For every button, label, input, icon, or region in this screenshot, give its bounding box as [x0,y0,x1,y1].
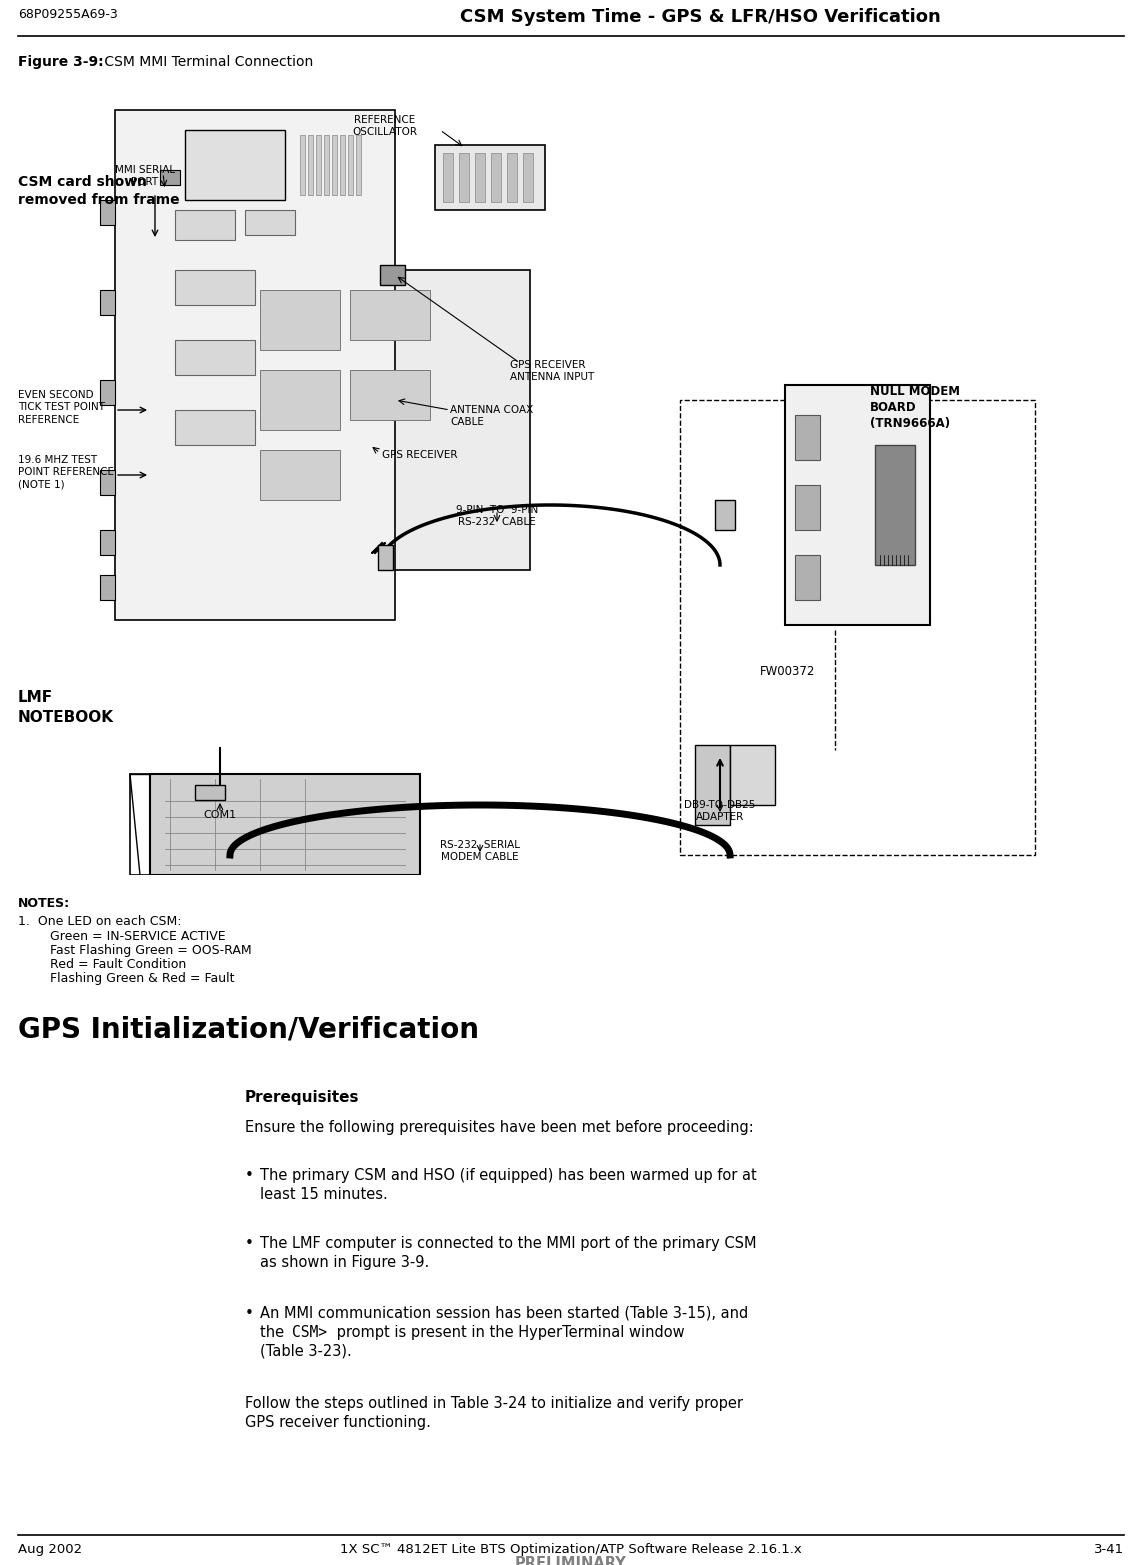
Bar [175,210,235,239]
Text: Flashing Green & Red = Fault: Flashing Green & Red = Fault [18,972,234,984]
Bar [795,485,820,531]
Text: 1.  One LED on each CSM:: 1. One LED on each CSM: [18,916,182,928]
Text: GPS RECEIVER
ANTENNA INPUT: GPS RECEIVER ANTENNA INPUT [510,360,594,382]
Text: least 15 minutes.: least 15 minutes. [260,1186,388,1202]
Text: An MMI communication session has been started (Table 3-15), and: An MMI communication session has been st… [260,1307,748,1321]
Text: 68P09255A69-3: 68P09255A69-3 [18,8,118,20]
Text: CSM System Time - GPS & LFR/HSO Verification: CSM System Time - GPS & LFR/HSO Verifica… [459,8,940,27]
Bar [356,135,361,196]
Text: LMF
NOTEBOOK: LMF NOTEBOOK [18,690,114,725]
Bar [435,146,545,210]
Text: RS-232  SERIAL
MODEM CABLE: RS-232 SERIAL MODEM CABLE [440,840,520,862]
Bar [115,110,395,620]
Text: FW00372: FW00372 [759,665,815,678]
Text: Prerequisites: Prerequisites [246,1089,360,1105]
Text: DB9-TO-DB25
ADAPTER: DB9-TO-DB25 ADAPTER [684,800,756,822]
Bar [100,290,115,315]
Bar [507,153,517,202]
Bar [195,786,225,800]
Bar [795,556,820,599]
Text: 3-41: 3-41 [1094,1543,1124,1556]
Text: ANTENNA COAX
CABLE: ANTENNA COAX CABLE [450,405,533,427]
Bar [491,153,501,202]
Text: NULL MODEM
BOARD
(TRN9666A): NULL MODEM BOARD (TRN9666A) [870,385,960,430]
Bar [246,210,295,235]
Text: CSM MMI Terminal Connection: CSM MMI Terminal Connection [100,55,313,69]
Bar [240,271,530,570]
Bar [175,271,255,305]
Bar [130,775,420,875]
Text: Aug 2002: Aug 2002 [18,1543,82,1556]
Bar [695,745,730,825]
Bar [100,200,115,225]
Text: CSM>: CSM> [292,1326,327,1340]
Bar [260,369,340,430]
Bar [100,380,115,405]
Text: 1X SC™ 4812ET Lite BTS Optimization/ATP Software Release 2.16.1.x: 1X SC™ 4812ET Lite BTS Optimization/ATP … [340,1543,802,1556]
Text: 3: 3 [1118,451,1132,470]
Bar [380,264,405,285]
Text: as shown in Figure 3-9.: as shown in Figure 3-9. [260,1255,429,1271]
Bar [795,415,820,460]
Text: (Table 3-23).: (Table 3-23). [260,1344,352,1358]
Bar [340,135,345,196]
Text: GPS RECEIVER: GPS RECEIVER [383,451,458,460]
Text: •: • [246,1236,254,1250]
Bar [349,290,431,340]
Text: •: • [246,1167,254,1183]
Bar [332,135,337,196]
Text: GPS receiver functioning.: GPS receiver functioning. [246,1415,431,1430]
Bar [160,171,180,185]
Bar [730,745,775,804]
Text: REFERENCE
OSCILLATOR: REFERENCE OSCILLATOR [353,114,418,138]
Text: COM1: COM1 [203,811,236,820]
Text: PRELIMINARY: PRELIMINARY [515,1556,627,1565]
Bar [175,340,255,376]
Text: Ensure the following prerequisites have been met before proceeding:: Ensure the following prerequisites have … [246,1121,754,1135]
Text: Follow the steps outlined in Table 3-24 to initialize and verify proper: Follow the steps outlined in Table 3-24 … [246,1396,743,1412]
Text: Red = Fault Condition: Red = Fault Condition [18,958,186,970]
Bar [324,135,329,196]
Bar [316,135,321,196]
Bar [100,470,115,495]
Bar [679,401,1035,854]
Text: The primary CSM and HSO (if equipped) has been warmed up for at: The primary CSM and HSO (if equipped) ha… [260,1167,757,1183]
Bar [378,545,393,570]
Bar [475,153,485,202]
Bar [150,775,420,875]
Text: NOTES:: NOTES: [18,897,70,909]
Text: prompt is present in the HyperTerminal window: prompt is present in the HyperTerminal w… [332,1326,684,1340]
Bar [308,135,313,196]
Bar [100,531,115,556]
Text: MMI SERIAL
PORT: MMI SERIAL PORT [115,164,175,188]
Bar [348,135,353,196]
Text: The LMF computer is connected to the MMI port of the primary CSM: The LMF computer is connected to the MMI… [260,1236,756,1250]
Bar [875,444,915,565]
Text: Green = IN-SERVICE ACTIVE: Green = IN-SERVICE ACTIVE [18,930,226,944]
Text: Fast Flashing Green = OOS-RAM: Fast Flashing Green = OOS-RAM [18,944,251,958]
Text: Figure 3-9:: Figure 3-9: [18,55,104,69]
Text: CSM card shown
removed from frame: CSM card shown removed from frame [18,175,179,208]
Bar [715,499,735,531]
Text: 19.6 MHZ TEST
POINT REFERENCE
(NOTE 1): 19.6 MHZ TEST POINT REFERENCE (NOTE 1) [18,455,114,490]
Bar [523,153,533,202]
Text: EVEN SECOND
TICK TEST POINT
REFERENCE: EVEN SECOND TICK TEST POINT REFERENCE [18,390,105,424]
Bar [260,451,340,499]
Bar [785,385,930,624]
Text: 9-PIN  TO  9-PIN
RS-232  CABLE: 9-PIN TO 9-PIN RS-232 CABLE [456,505,538,527]
Bar [300,135,305,196]
Text: the: the [260,1326,289,1340]
Bar [260,290,340,351]
Bar [185,130,286,200]
Text: GPS Initialization/Verification: GPS Initialization/Verification [18,1016,478,1042]
Bar [100,574,115,599]
Bar [443,153,453,202]
Bar [459,153,469,202]
Bar [349,369,431,419]
Text: •: • [246,1307,254,1321]
Bar [175,410,255,444]
